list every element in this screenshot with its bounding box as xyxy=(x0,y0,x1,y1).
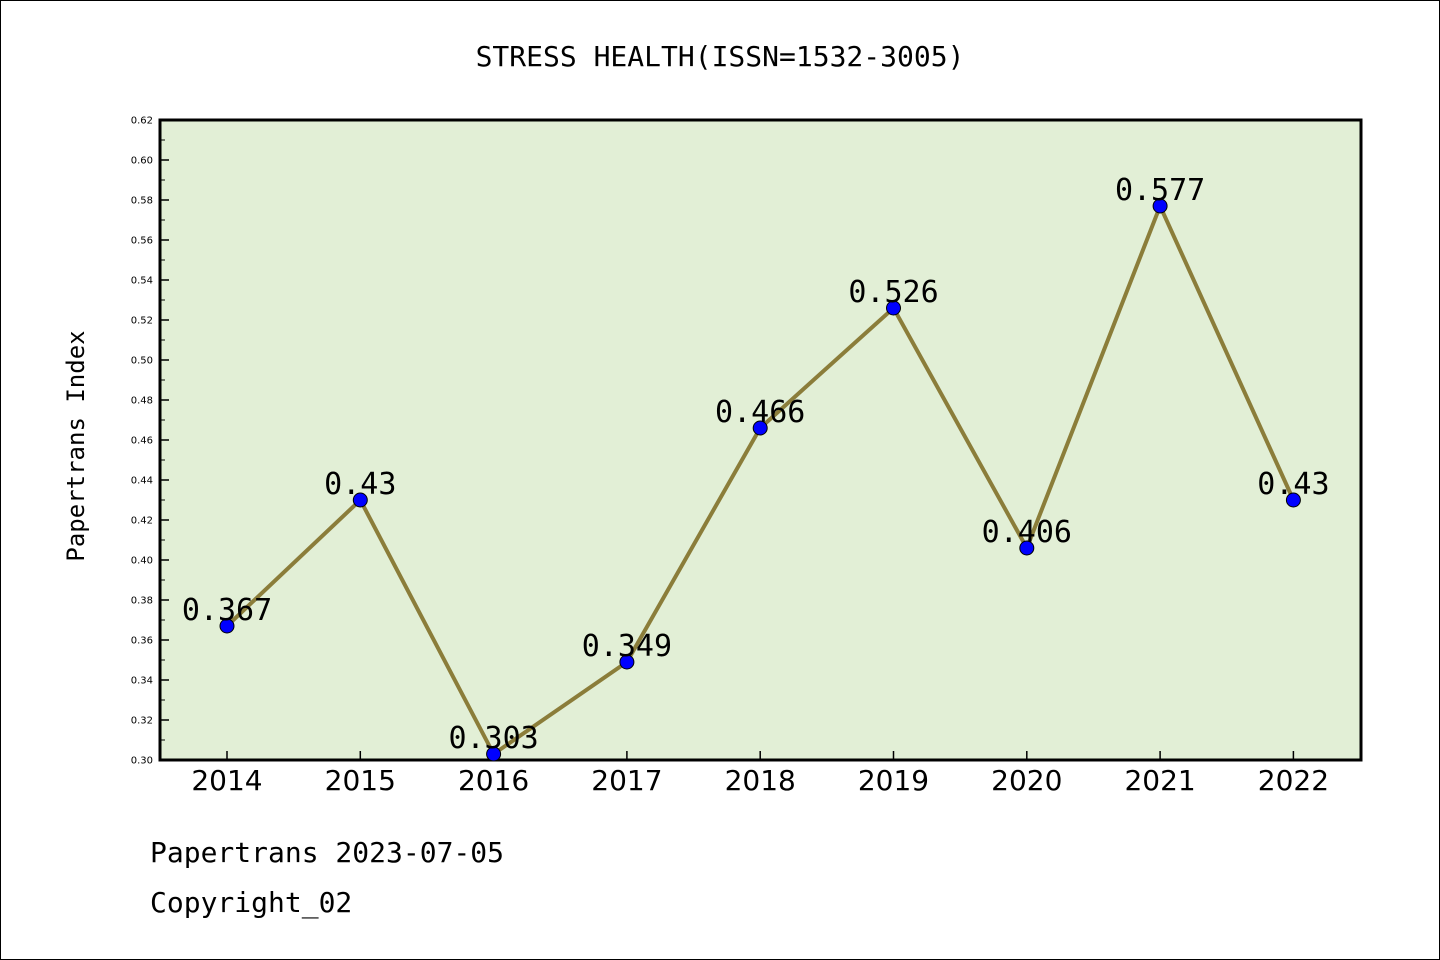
x-tick-label: 2015 xyxy=(325,764,396,797)
data-point xyxy=(1152,198,1168,214)
y-tick-label: 0.62 xyxy=(131,116,153,127)
x-tick-label: 2018 xyxy=(725,764,796,797)
data-point xyxy=(486,746,502,762)
y-tick-label: 0.36 xyxy=(131,636,153,647)
y-tick-label: 0.30 xyxy=(131,756,153,767)
y-axis-label: Papertrans Index xyxy=(62,330,90,561)
x-tick-label: 2020 xyxy=(991,764,1062,797)
y-axis-ticks: 0.30 0.32 0.34 0.36 0.38 0.40 0.42 0.44 0.46 0.48… xyxy=(131,116,169,767)
chart-title: STRESS HEALTH(ISSN=1532-3005) xyxy=(476,40,965,73)
y-tick-label: 0.44 xyxy=(131,476,153,487)
x-axis-ticks: 2014 2015 2016 2017 2018 2019 2020 2021 2022 xyxy=(191,751,1329,797)
data-point xyxy=(619,654,635,670)
y-tick-label: 0.50 xyxy=(131,356,153,367)
data-label: 0.43 xyxy=(324,467,396,502)
y-tick-label: 0.42 xyxy=(131,516,153,527)
x-tick-label: 2014 xyxy=(191,764,262,797)
plot-area xyxy=(158,118,1363,762)
y-tick-label: 0.60 xyxy=(131,156,153,167)
x-tick-label: 2017 xyxy=(591,764,662,797)
data-label: 0.577 xyxy=(1115,173,1205,208)
y-tick-label: 0.40 xyxy=(131,556,153,567)
x-tick-label: 2019 xyxy=(858,764,929,797)
data-label: 0.406 xyxy=(982,515,1072,550)
data-point xyxy=(886,300,901,316)
y-tick-label: 0.48 xyxy=(131,396,153,407)
data-point xyxy=(352,492,368,508)
y-tick-label: 0.52 xyxy=(131,316,153,327)
data-label: 0.367 xyxy=(182,593,272,628)
data-label: 0.466 xyxy=(715,395,805,430)
data-label: 0.303 xyxy=(448,721,538,756)
y-tick-label: 0.38 xyxy=(131,596,153,607)
data-label: 0.349 xyxy=(582,629,672,664)
x-tick-label: 2021 xyxy=(1124,764,1195,797)
footer-copyright: Copyright_02 xyxy=(150,886,353,919)
y-tick-label: 0.46 xyxy=(131,436,153,447)
x-tick-label: 2022 xyxy=(1258,764,1329,797)
data-label: 0.526 xyxy=(848,275,938,310)
series-line-group xyxy=(219,198,1301,762)
y-tick-label: 0.32 xyxy=(131,716,153,727)
data-point xyxy=(1285,492,1301,508)
data-labels: 0.367 0.43 0.303 0.349 0.466 0.526 0.406 0.577 0… xyxy=(182,173,1330,756)
y-tick-label: 0.58 xyxy=(131,196,153,207)
data-point xyxy=(219,618,235,634)
data-label: 0.43 xyxy=(1257,467,1329,502)
y-tick-label: 0.54 xyxy=(131,276,153,287)
x-tick-label: 2016 xyxy=(458,764,529,797)
y-tick-label: 0.34 xyxy=(131,676,153,687)
footer-date: Papertrans 2023-07-05 xyxy=(150,836,505,869)
y-tick-label: 0.56 xyxy=(131,236,153,247)
data-point xyxy=(752,420,768,436)
data-point xyxy=(1019,540,1035,556)
